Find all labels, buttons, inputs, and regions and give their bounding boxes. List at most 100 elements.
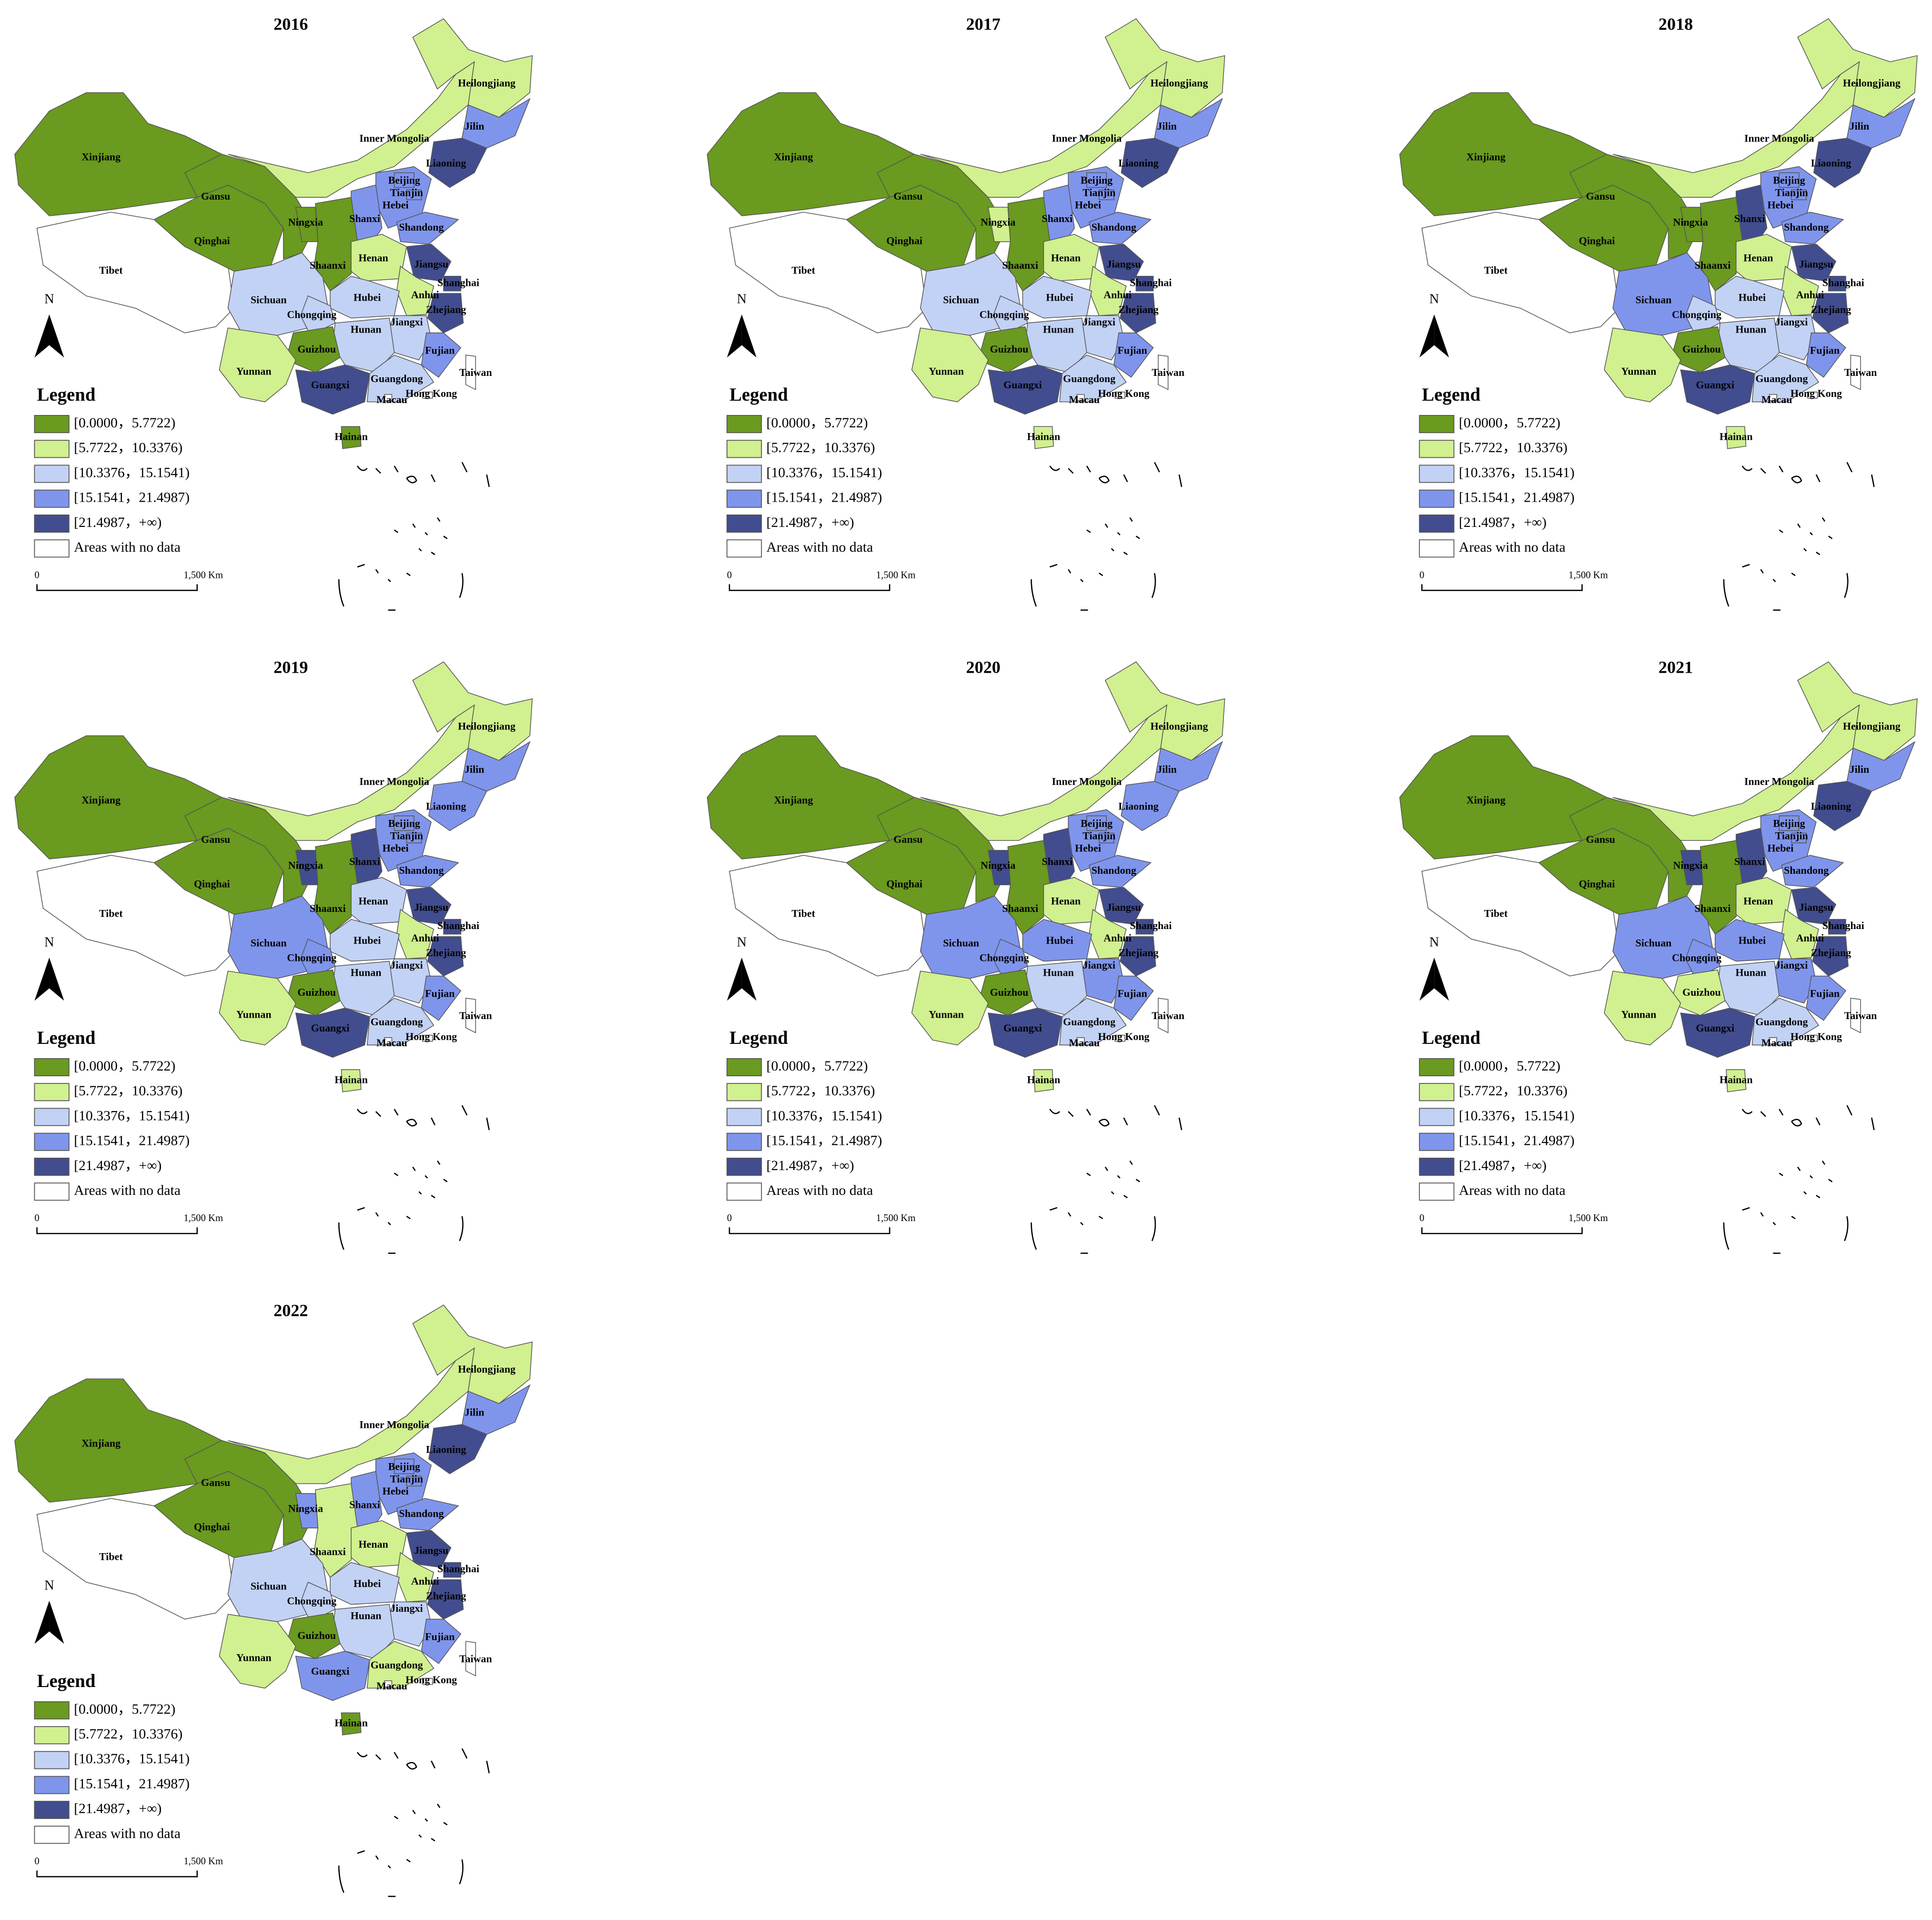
region <box>1059 354 1127 403</box>
region-label: Guizhou <box>297 986 336 998</box>
region <box>1604 327 1681 403</box>
region-label: Guangdong <box>1756 1016 1808 1028</box>
region <box>384 1680 393 1688</box>
legend-title: Legend <box>37 384 96 405</box>
region-label: Xinjiang <box>81 1437 121 1449</box>
region-label: Jiangxi <box>390 316 423 328</box>
region <box>412 661 533 761</box>
legend-label: [15.1541，21.4987) <box>1459 1133 1575 1149</box>
region <box>428 781 487 831</box>
north-label: N <box>1429 935 1439 950</box>
region-label: Jiangxi <box>1775 316 1808 328</box>
region <box>1807 1034 1818 1042</box>
region-label: Tibet <box>791 907 815 919</box>
region-label: Shanxi <box>1042 212 1073 224</box>
region-label: Inner Mongolia <box>1744 776 1814 788</box>
island-outline <box>459 573 464 598</box>
region <box>1033 1069 1054 1092</box>
island-outline <box>1123 1105 1183 1131</box>
region-label: Shandong <box>1784 864 1829 876</box>
region-label: Yunnan <box>929 365 964 377</box>
map-title: 2021 <box>1659 657 1693 677</box>
region <box>341 1712 362 1736</box>
island-outline <box>1151 573 1156 598</box>
region <box>1715 919 1785 962</box>
region-label: Macau <box>376 394 407 405</box>
region-label: Guangxi <box>1696 1022 1735 1034</box>
region-label: Zhejiang <box>1811 303 1851 315</box>
north-arrow <box>1434 314 1449 358</box>
map-panel: 2018 Xinjiang Tibet Qinghai Gansu Inner Mongo… <box>1399 14 1918 611</box>
region-label: Jiangxi <box>1775 959 1808 971</box>
north-arrow <box>34 1600 50 1644</box>
region-label: Tianjin <box>1082 829 1115 841</box>
region <box>1850 354 1861 390</box>
region-label: Jilin <box>1157 120 1177 132</box>
region <box>406 1530 452 1568</box>
region <box>14 92 229 216</box>
region <box>443 275 461 292</box>
legend-swatch <box>1419 1157 1455 1176</box>
legend-label: Areas with no data <box>74 1826 181 1841</box>
region-label: Guangxi <box>311 1022 350 1034</box>
region-label: Ningxia <box>1673 859 1708 871</box>
legend-label: Areas with no data <box>1459 1182 1566 1198</box>
region-label: Inner Mongolia <box>359 1419 429 1431</box>
region-label: Jiangsu <box>1106 258 1141 270</box>
region-label: Hong Kong <box>405 1674 457 1686</box>
region-label: Hubei <box>1046 934 1073 946</box>
region-label: Ningxia <box>981 859 1015 871</box>
region-label: Anhui <box>1103 289 1132 301</box>
region <box>1099 832 1114 844</box>
region-label: Inner Mongolia <box>1052 776 1122 788</box>
region-label: Liaoning <box>1118 157 1158 169</box>
map-panel: 2017 Xinjiang Tibet Qinghai Gansu Inner Mongo… <box>707 14 1225 611</box>
region-label: Liaoning <box>426 1443 466 1455</box>
scale-bar <box>1421 1227 1583 1234</box>
region <box>295 364 370 415</box>
region-label: Gansu <box>201 833 230 845</box>
region-label: Beijing <box>1773 174 1805 186</box>
north-label: N <box>1429 292 1439 307</box>
north-arrow <box>741 314 757 358</box>
island-outline <box>1086 1160 1140 1199</box>
region <box>421 975 462 1021</box>
region <box>1806 975 1847 1021</box>
island-outline <box>406 475 417 484</box>
region <box>1850 998 1861 1033</box>
region-label: Hunan <box>1043 966 1074 978</box>
region-label: Yunnan <box>1621 1008 1657 1020</box>
island-outline <box>357 564 411 582</box>
map-panel: 2022 Xinjiang Tibet Qinghai Gansu Inner Mongo… <box>14 1301 533 1897</box>
region-label: Shanxi <box>1734 856 1765 868</box>
region <box>1779 172 1800 188</box>
region-label: Hunan <box>351 1609 382 1621</box>
region-label: Inner Mongolia <box>359 776 429 788</box>
region-label: Ningxia <box>288 1502 323 1514</box>
scale-label: 0 <box>727 570 732 580</box>
region-label: Hunan <box>351 323 382 335</box>
region-label: Guizhou <box>990 986 1029 998</box>
island-outline <box>394 1803 448 1842</box>
island-outline <box>394 1160 448 1199</box>
region <box>428 1424 487 1475</box>
legend-label: [15.1541，21.4987) <box>74 1133 190 1149</box>
region-label: Guizhou <box>1682 986 1721 998</box>
island-outline <box>357 1207 411 1225</box>
region <box>443 1562 461 1578</box>
legend-swatch <box>34 1701 70 1719</box>
legend-swatch <box>34 514 70 533</box>
region-label: Jiangxi <box>390 959 423 971</box>
island-outline <box>1723 1222 1730 1250</box>
legend-label: Areas with no data <box>74 539 181 555</box>
island-outline <box>1742 564 1796 582</box>
island-outline <box>406 1119 417 1127</box>
region <box>14 735 229 859</box>
island-outline <box>1086 517 1140 556</box>
region-label: Gansu <box>201 190 230 202</box>
region <box>1104 661 1225 761</box>
region-label: Guangxi <box>1003 1022 1042 1034</box>
region-label: Zhejiang <box>1118 303 1158 315</box>
region-label: Chongqing <box>980 309 1029 321</box>
legend-label: [21.4987，+∞) <box>74 1801 162 1817</box>
